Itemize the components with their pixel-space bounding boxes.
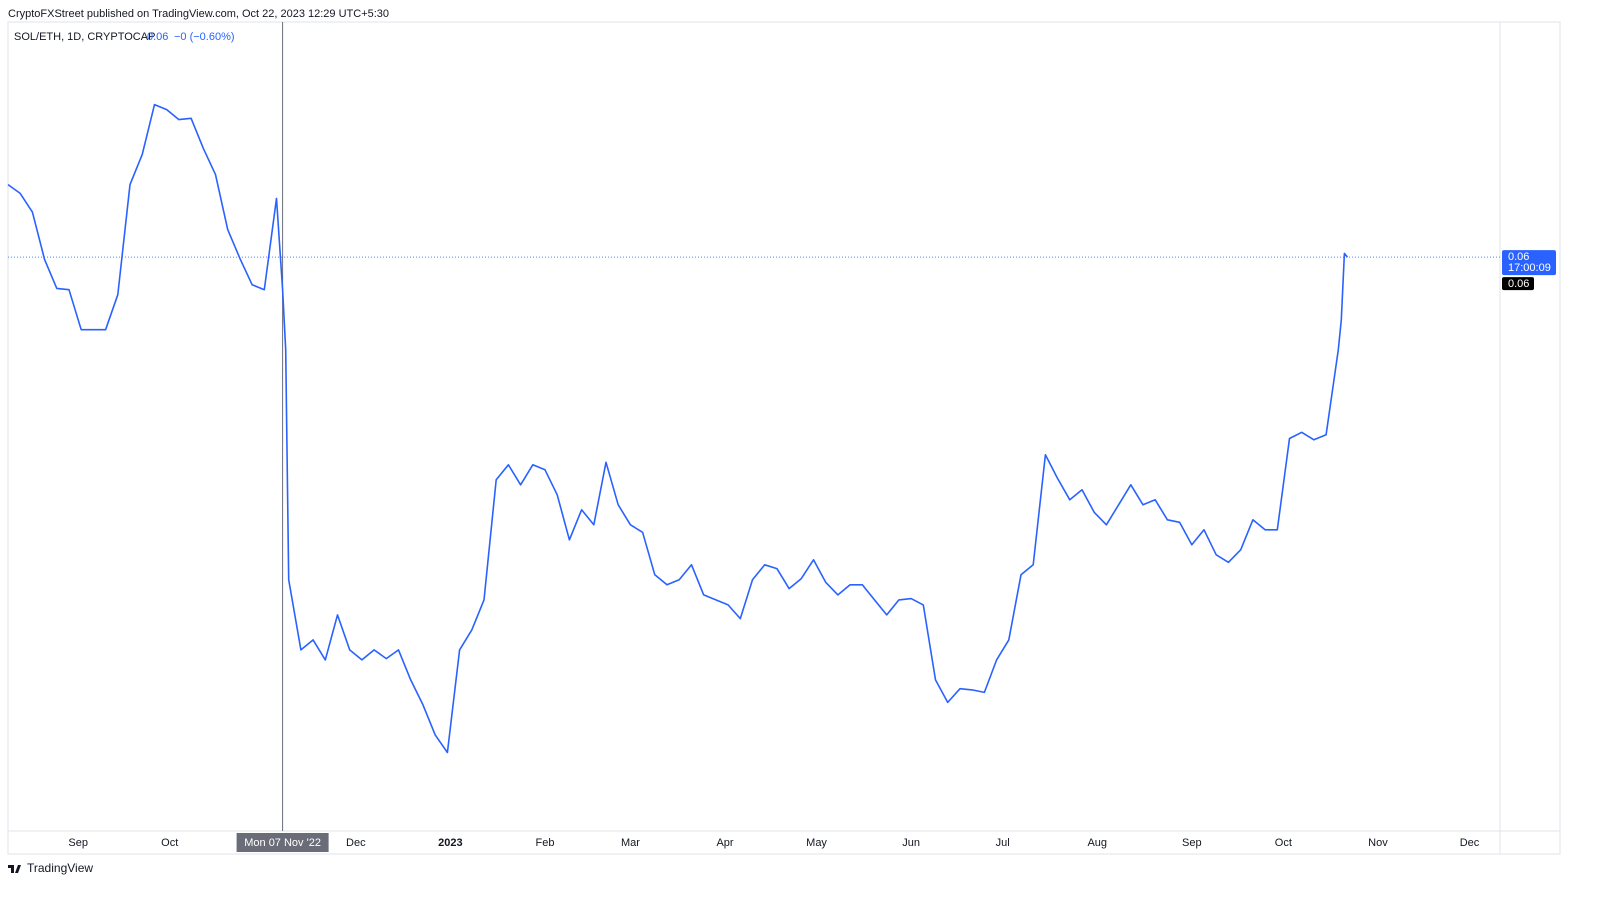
x-tick-label: Mar [621, 837, 640, 849]
x-tick-label: Jul [996, 837, 1010, 849]
pane-border [7, 21, 1561, 855]
close-label: 0.06 [1508, 278, 1529, 290]
price-label: 0.06 [1508, 251, 1529, 263]
publish-note: CryptoFXStreet published on TradingView.… [8, 8, 389, 20]
x-tick-label: Dec [346, 837, 366, 849]
x-tick-label: Aug [1087, 837, 1107, 849]
price-label-box [1502, 250, 1556, 276]
x-tick-label: May [806, 837, 827, 849]
x-tick-label: Jun [902, 837, 920, 849]
logo [8, 865, 21, 873]
countdown: 17:00:09 [1508, 262, 1551, 274]
x-tick-label: Feb [536, 837, 555, 849]
x-tick-label: Oct [1275, 837, 1292, 849]
x-tick-label: 2023 [438, 837, 462, 849]
x-tick-label: Dec [1460, 837, 1480, 849]
x-tick-label: Oct [161, 837, 178, 849]
crosshair-label-box [236, 833, 329, 852]
legend-change: −0 (−0.60%) [174, 31, 235, 43]
brand: TradingView [27, 861, 93, 875]
close-label-box [1502, 277, 1534, 291]
series-line [7, 103, 1349, 754]
x-tick-label: Sep [1182, 837, 1202, 849]
x-tick-label: Apr [716, 837, 733, 849]
symbol: SOL/ETH, 1D, CRYPTOCAP [14, 31, 155, 43]
x-tick-label: Sep [68, 837, 88, 849]
legend-last: 0.06 [147, 31, 168, 43]
crosshair-label: Mon 07 Nov '22 [244, 837, 321, 849]
x-tick-label: Nov [1368, 837, 1388, 849]
